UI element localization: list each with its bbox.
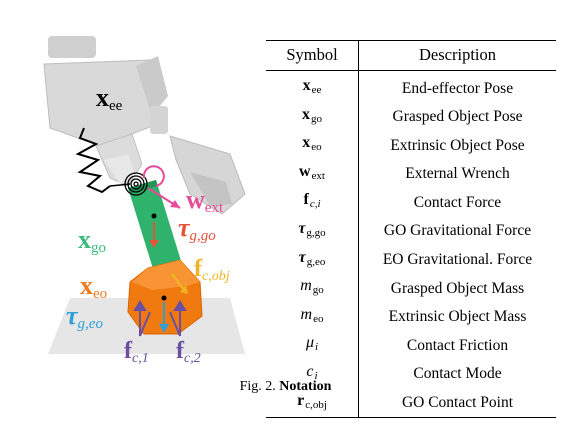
description-cell: Contact Friction: [406, 336, 509, 354]
caption-title: Notation: [279, 379, 332, 394]
description-cell: External Wrench: [405, 165, 510, 183]
symbol-subscript: ee: [311, 84, 322, 96]
label-x-ee: xee: [96, 83, 123, 114]
symbol-subscript: eo: [313, 312, 324, 325]
symbol-subscript: i: [314, 369, 318, 382]
symbol-cell: xgo: [266, 102, 359, 132]
table-row: rc,obj GO Contact Point: [266, 388, 556, 418]
symbol-cell: τg,go: [266, 216, 359, 246]
symbol-cell: τg,eo: [266, 245, 359, 275]
table-header-row: Symbol Description: [266, 40, 556, 71]
symbol-cell: mgo: [266, 274, 359, 303]
label-x-eo: xeo: [80, 271, 107, 302]
label-f-obj: fc,obj: [194, 256, 230, 284]
table-row: meo Extrinsic Object Mass: [266, 302, 556, 332]
symbol-subscript: i: [314, 341, 319, 354]
contact-force-1-arrows: [133, 300, 151, 337]
description-cell: Grasped Object Mass: [390, 279, 525, 297]
header-description: Description: [419, 45, 496, 64]
symbol-cell: wext: [266, 159, 359, 189]
symbol-base: m: [300, 277, 312, 295]
symbol-base: μ: [305, 334, 314, 352]
symbol-cell: xee: [266, 70, 359, 103]
label-w-ext: wext: [186, 185, 224, 216]
symbol-base: x: [302, 134, 311, 152]
caption-prefix: Fig. 2.: [239, 379, 276, 394]
table-row: μi Contact Friction: [266, 331, 556, 360]
go-gravity-arrow: [149, 222, 159, 248]
contact-force-2-arrows: [169, 300, 187, 337]
table-row: mgo Grasped Object Mass: [266, 274, 556, 303]
symbol-base: m: [300, 305, 313, 323]
table-body: xee End-effector Pose xgo Grasped Object Po…: [266, 70, 556, 418]
description-cell: Contact Force: [413, 193, 502, 211]
label-tau-eo: τg,eo: [66, 301, 103, 332]
table-row: τg,eo EO Gravitational. Force: [266, 245, 556, 275]
description-cell: Extrinsic Object Pose: [390, 136, 525, 154]
table-row: xee End-effector Pose: [266, 70, 556, 103]
symbol-subscript: ext: [311, 169, 325, 182]
figure-caption: Fig. 2. Notation: [0, 379, 571, 395]
symbol-cell: rc,obj: [266, 388, 359, 418]
description-cell: Contact Mode: [413, 365, 502, 383]
description-cell: Extrinsic Object Mass: [388, 308, 527, 326]
eo-gravity-arrow: [159, 302, 169, 333]
notation-figure: xee wext xgo τg,go fc,obj xeo τg,eo fc,1…: [43, 36, 246, 366]
label-f-c2: fc,2: [176, 338, 201, 366]
description-cell: EO Gravitational. Force: [382, 251, 533, 269]
symbol-base: r: [297, 391, 305, 409]
label-x-go: xgo: [78, 225, 106, 256]
symbol-subscript: c,obj: [305, 398, 327, 411]
symbol-cell: μi: [266, 331, 359, 360]
table-row: ci Contact Mode: [266, 359, 556, 389]
symbol-subscript: go: [312, 284, 324, 297]
table-row: xgo Grasped Object Pose: [266, 102, 556, 132]
table-row: xeo Extrinsic Object Pose: [266, 131, 556, 160]
symbol-base: x: [302, 77, 311, 94]
symbol-cell: fc,i: [266, 188, 359, 217]
symbol-base: w: [298, 162, 311, 180]
header-symbol: Symbol: [266, 40, 359, 71]
symbol-base: f: [303, 191, 309, 209]
table-row: τg,go GO Gravitational Force: [266, 216, 556, 246]
symbol-base: x: [302, 105, 310, 123]
symbol-subscript: c,i: [309, 198, 321, 211]
description-cell: Grasped Object Pose: [392, 108, 523, 126]
symbol-subscript: g,go: [306, 226, 326, 239]
notation-table: Symbol Description xee End-effector Pose x…: [266, 40, 556, 419]
contact-force-obj-arrow: [171, 273, 188, 294]
table-row: fc,i Contact Force: [266, 188, 556, 217]
description-cell: End-effector Pose: [401, 79, 514, 97]
symbol-cell: ci: [266, 359, 359, 389]
symbol-subscript: g,eo: [306, 255, 326, 268]
robot-gripper: [43, 36, 246, 215]
notation-table-container: Symbol Description xee End-effector Pose x…: [266, 40, 556, 419]
go-frame-dot: [151, 213, 157, 219]
symbol-subscript: eo: [311, 141, 322, 154]
spring-icon: [75, 127, 111, 194]
symbol-base: c: [306, 362, 314, 380]
symbol-subscript: go: [311, 112, 322, 125]
eo-frame-dot: [161, 295, 167, 301]
symbol-cell: meo: [266, 302, 359, 332]
table-row: wext External Wrench: [266, 159, 556, 189]
label-tau-go: τg,go: [178, 213, 216, 244]
description-cell: GO Contact Point: [401, 394, 514, 412]
symbol-base: τ: [298, 248, 306, 266]
symbol-cell: xeo: [266, 131, 359, 160]
symbol-base: τ: [298, 219, 306, 237]
torsion-spring-icon: [124, 172, 148, 196]
label-f-c1: fc,1: [124, 338, 149, 366]
external-wrench-arrow: [142, 165, 181, 209]
description-cell: GO Gravitational Force: [383, 222, 532, 240]
